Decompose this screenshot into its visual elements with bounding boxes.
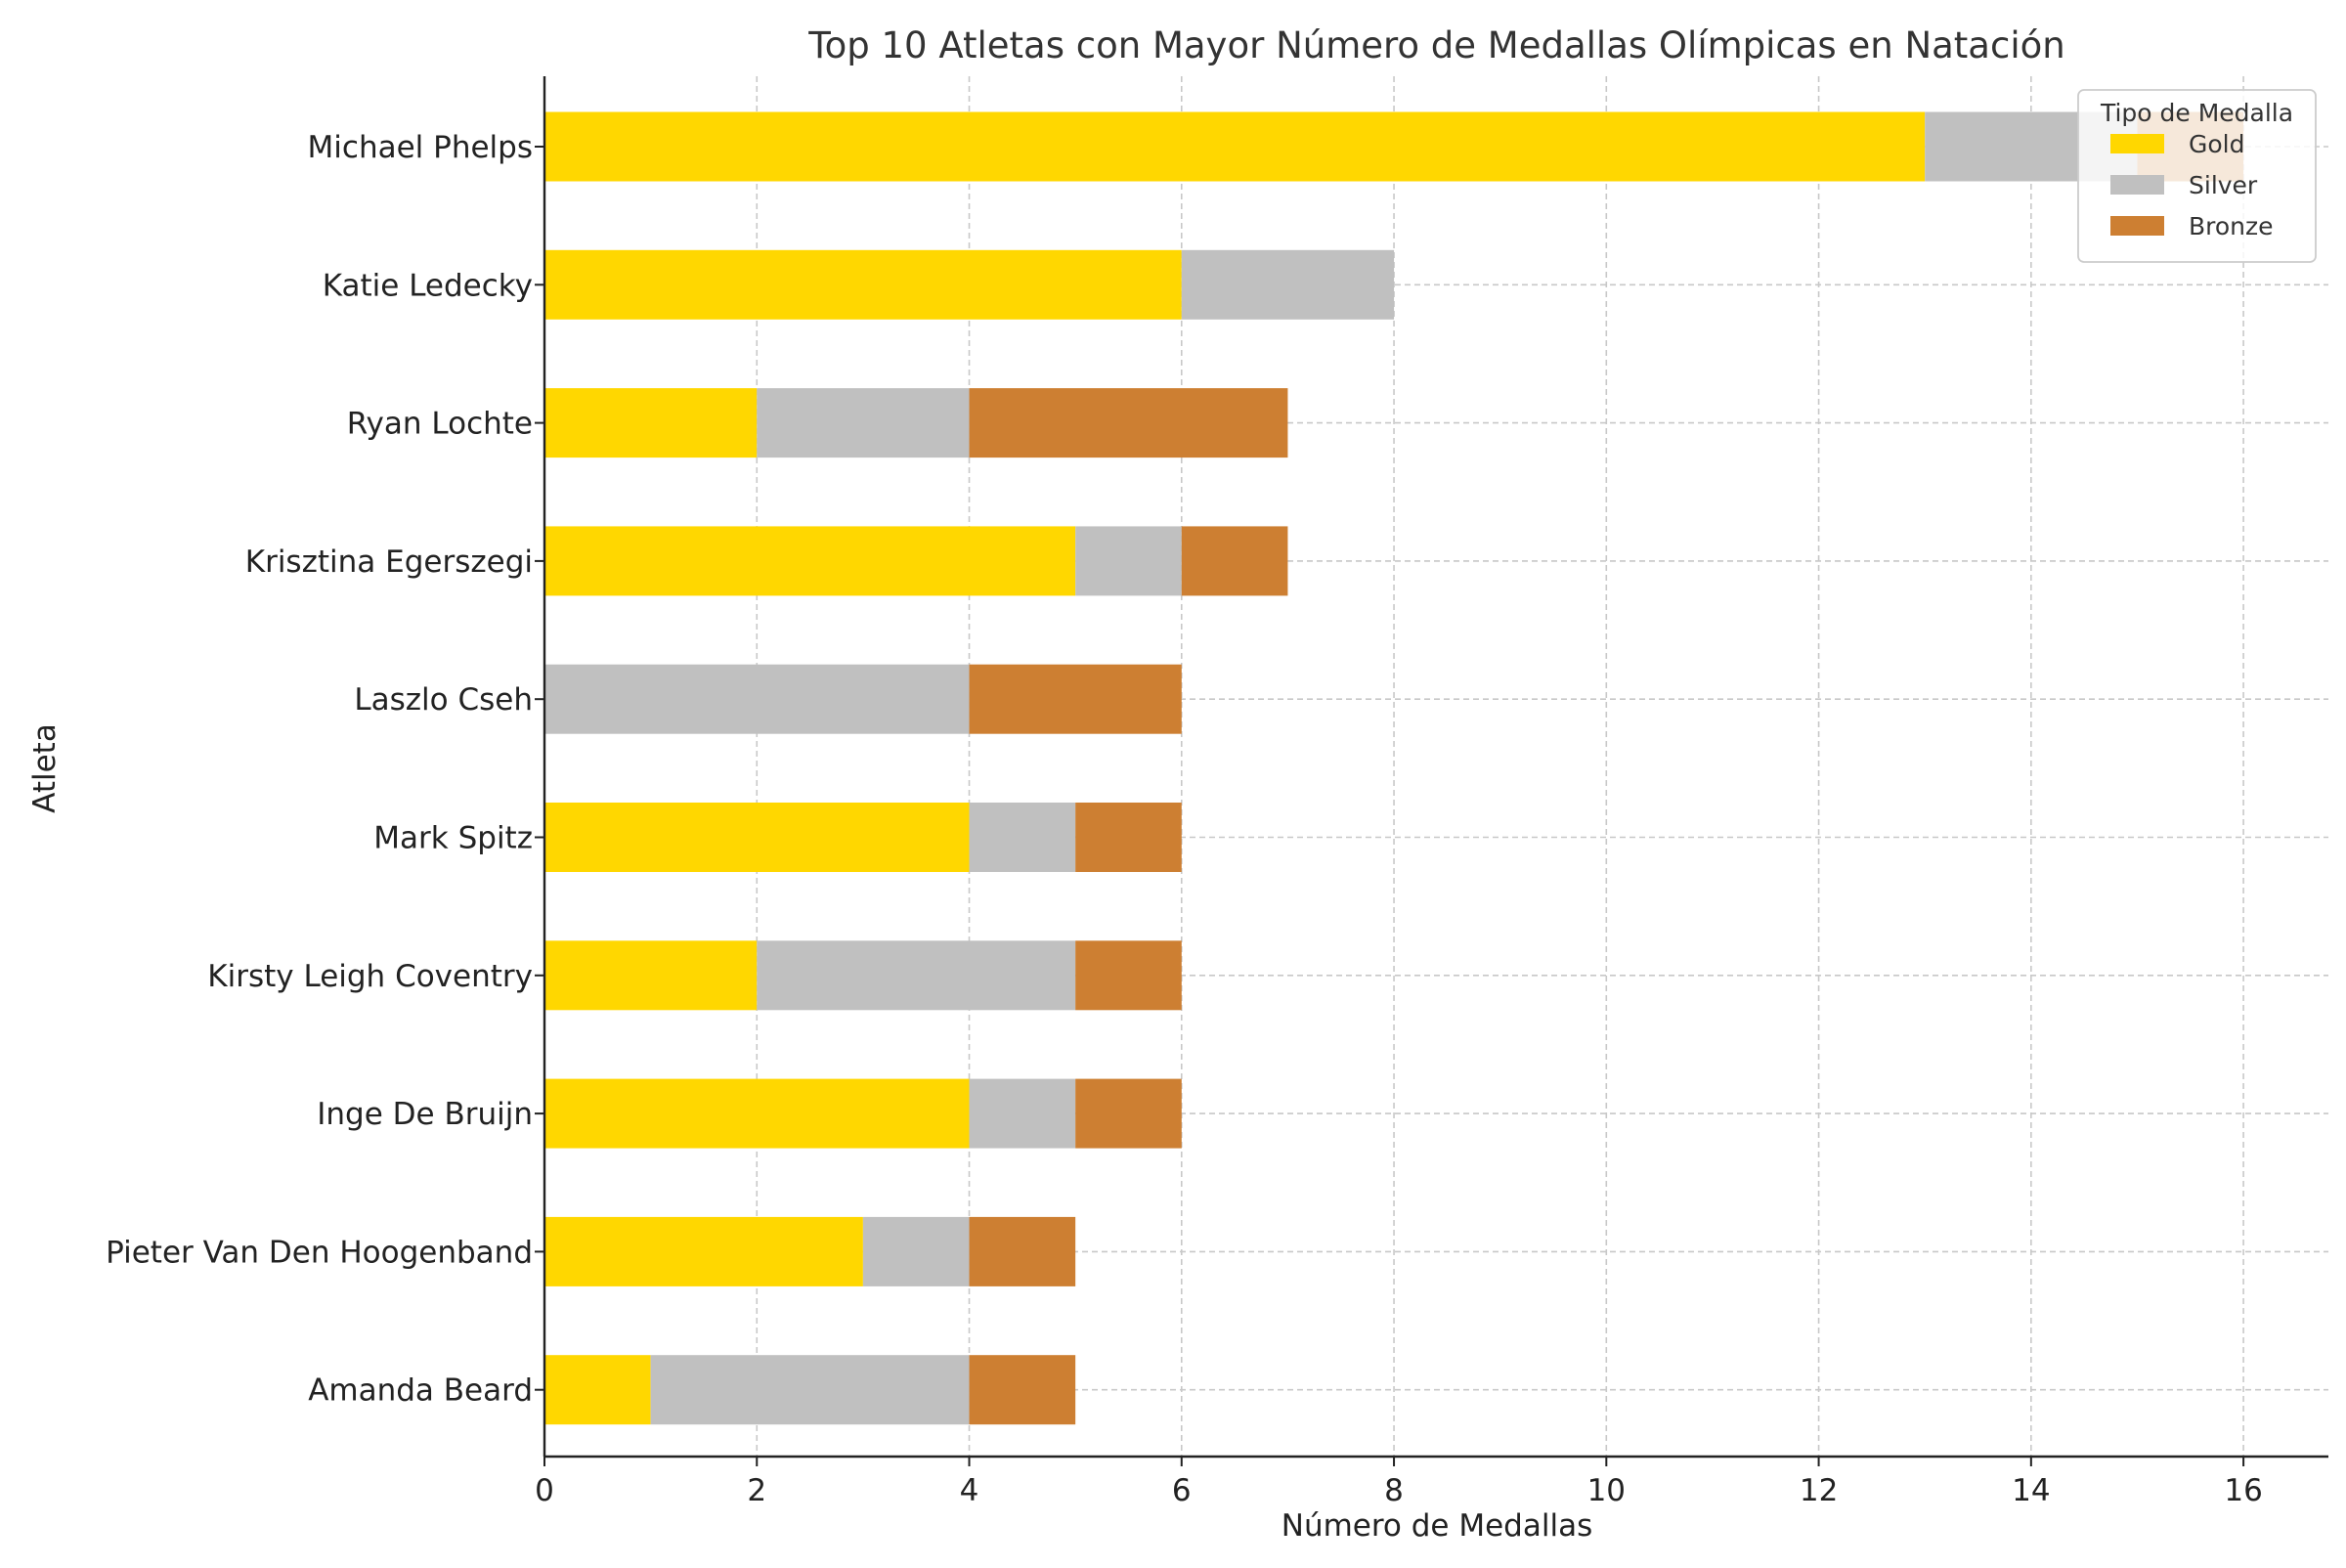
bar-gold bbox=[544, 111, 1926, 182]
bar-gold bbox=[544, 1216, 863, 1286]
legend: Tipo de Medalla Gold Silver Bronze bbox=[2077, 89, 2317, 263]
bar-silver bbox=[969, 1078, 1076, 1149]
bar-gold bbox=[544, 803, 970, 872]
legend-swatch-silver bbox=[2110, 175, 2164, 195]
bar-gold bbox=[544, 249, 1182, 320]
bar-silver bbox=[757, 940, 1076, 1011]
bar-silver bbox=[1075, 526, 1182, 596]
legend-label-gold: Gold bbox=[2189, 130, 2244, 158]
y-tick-label: Laszlo Cseh bbox=[354, 682, 533, 718]
bars bbox=[544, 111, 2244, 1425]
y-tick-label: Ryan Lochte bbox=[347, 407, 533, 442]
bar-gold bbox=[544, 526, 1076, 596]
y-axis-label: Atleta bbox=[27, 723, 63, 813]
bar-bronze bbox=[969, 388, 1288, 458]
x-tick-label: 8 bbox=[1384, 1473, 1404, 1508]
y-tick-label: Amanda Beard bbox=[308, 1373, 533, 1409]
y-tick-label: Mark Spitz bbox=[373, 821, 533, 856]
x-tick-label: 14 bbox=[2012, 1473, 2050, 1508]
bar-bronze bbox=[1075, 940, 1182, 1011]
y-tick-label: Pieter Van Den Hoogenband bbox=[106, 1235, 533, 1270]
bar-gold bbox=[544, 940, 758, 1011]
y-tick-label: Michael Phelps bbox=[308, 130, 533, 165]
y-tick-label: Inge De Bruijn bbox=[317, 1097, 533, 1132]
chart-title: Top 10 Atletas con Mayor Número de Medal… bbox=[807, 24, 2064, 66]
y-tick-label: Katie Ledecky bbox=[323, 268, 533, 303]
x-tick-label: 0 bbox=[535, 1473, 554, 1508]
legend-label-silver: Silver bbox=[2189, 171, 2258, 199]
x-tick-label: 16 bbox=[2224, 1473, 2262, 1508]
bar-silver bbox=[544, 664, 970, 734]
bar-gold bbox=[544, 388, 758, 458]
bar-gold bbox=[544, 1355, 651, 1425]
legend-title: Tipo de Medalla bbox=[2100, 99, 2293, 127]
y-tick-label: Krisztina Egerszegi bbox=[245, 544, 533, 580]
x-tick-label: 4 bbox=[960, 1473, 979, 1508]
bar-silver bbox=[650, 1355, 970, 1425]
legend-swatch-bronze bbox=[2110, 216, 2164, 236]
y-tick-label: Kirsty Leigh Coventry bbox=[207, 959, 533, 994]
bar-bronze bbox=[969, 664, 1182, 734]
legend-label-bronze: Bronze bbox=[2189, 212, 2274, 240]
x-tick-label: 10 bbox=[1587, 1473, 1626, 1508]
bar-gold bbox=[544, 1078, 970, 1149]
bar-bronze bbox=[1075, 803, 1182, 872]
bar-bronze bbox=[969, 1216, 1076, 1286]
bar-bronze bbox=[1075, 1078, 1182, 1149]
ticks: 0 2 4 6 8 10 12 14 16 Michael Phelps Katie Ledecky… bbox=[106, 130, 2263, 1508]
bar-silver bbox=[757, 388, 970, 458]
x-tick-label: 2 bbox=[747, 1473, 766, 1508]
x-tick-label: 12 bbox=[1800, 1473, 1838, 1508]
bar-silver bbox=[862, 1216, 970, 1286]
x-tick-label: 6 bbox=[1172, 1473, 1192, 1508]
legend-swatch-gold bbox=[2110, 134, 2164, 153]
x-axis-label: Número de Medallas bbox=[1282, 1508, 1592, 1544]
bar-bronze bbox=[969, 1355, 1076, 1425]
bar-silver bbox=[969, 803, 1076, 872]
bar-bronze bbox=[1181, 526, 1288, 596]
bar-silver bbox=[1181, 249, 1395, 320]
